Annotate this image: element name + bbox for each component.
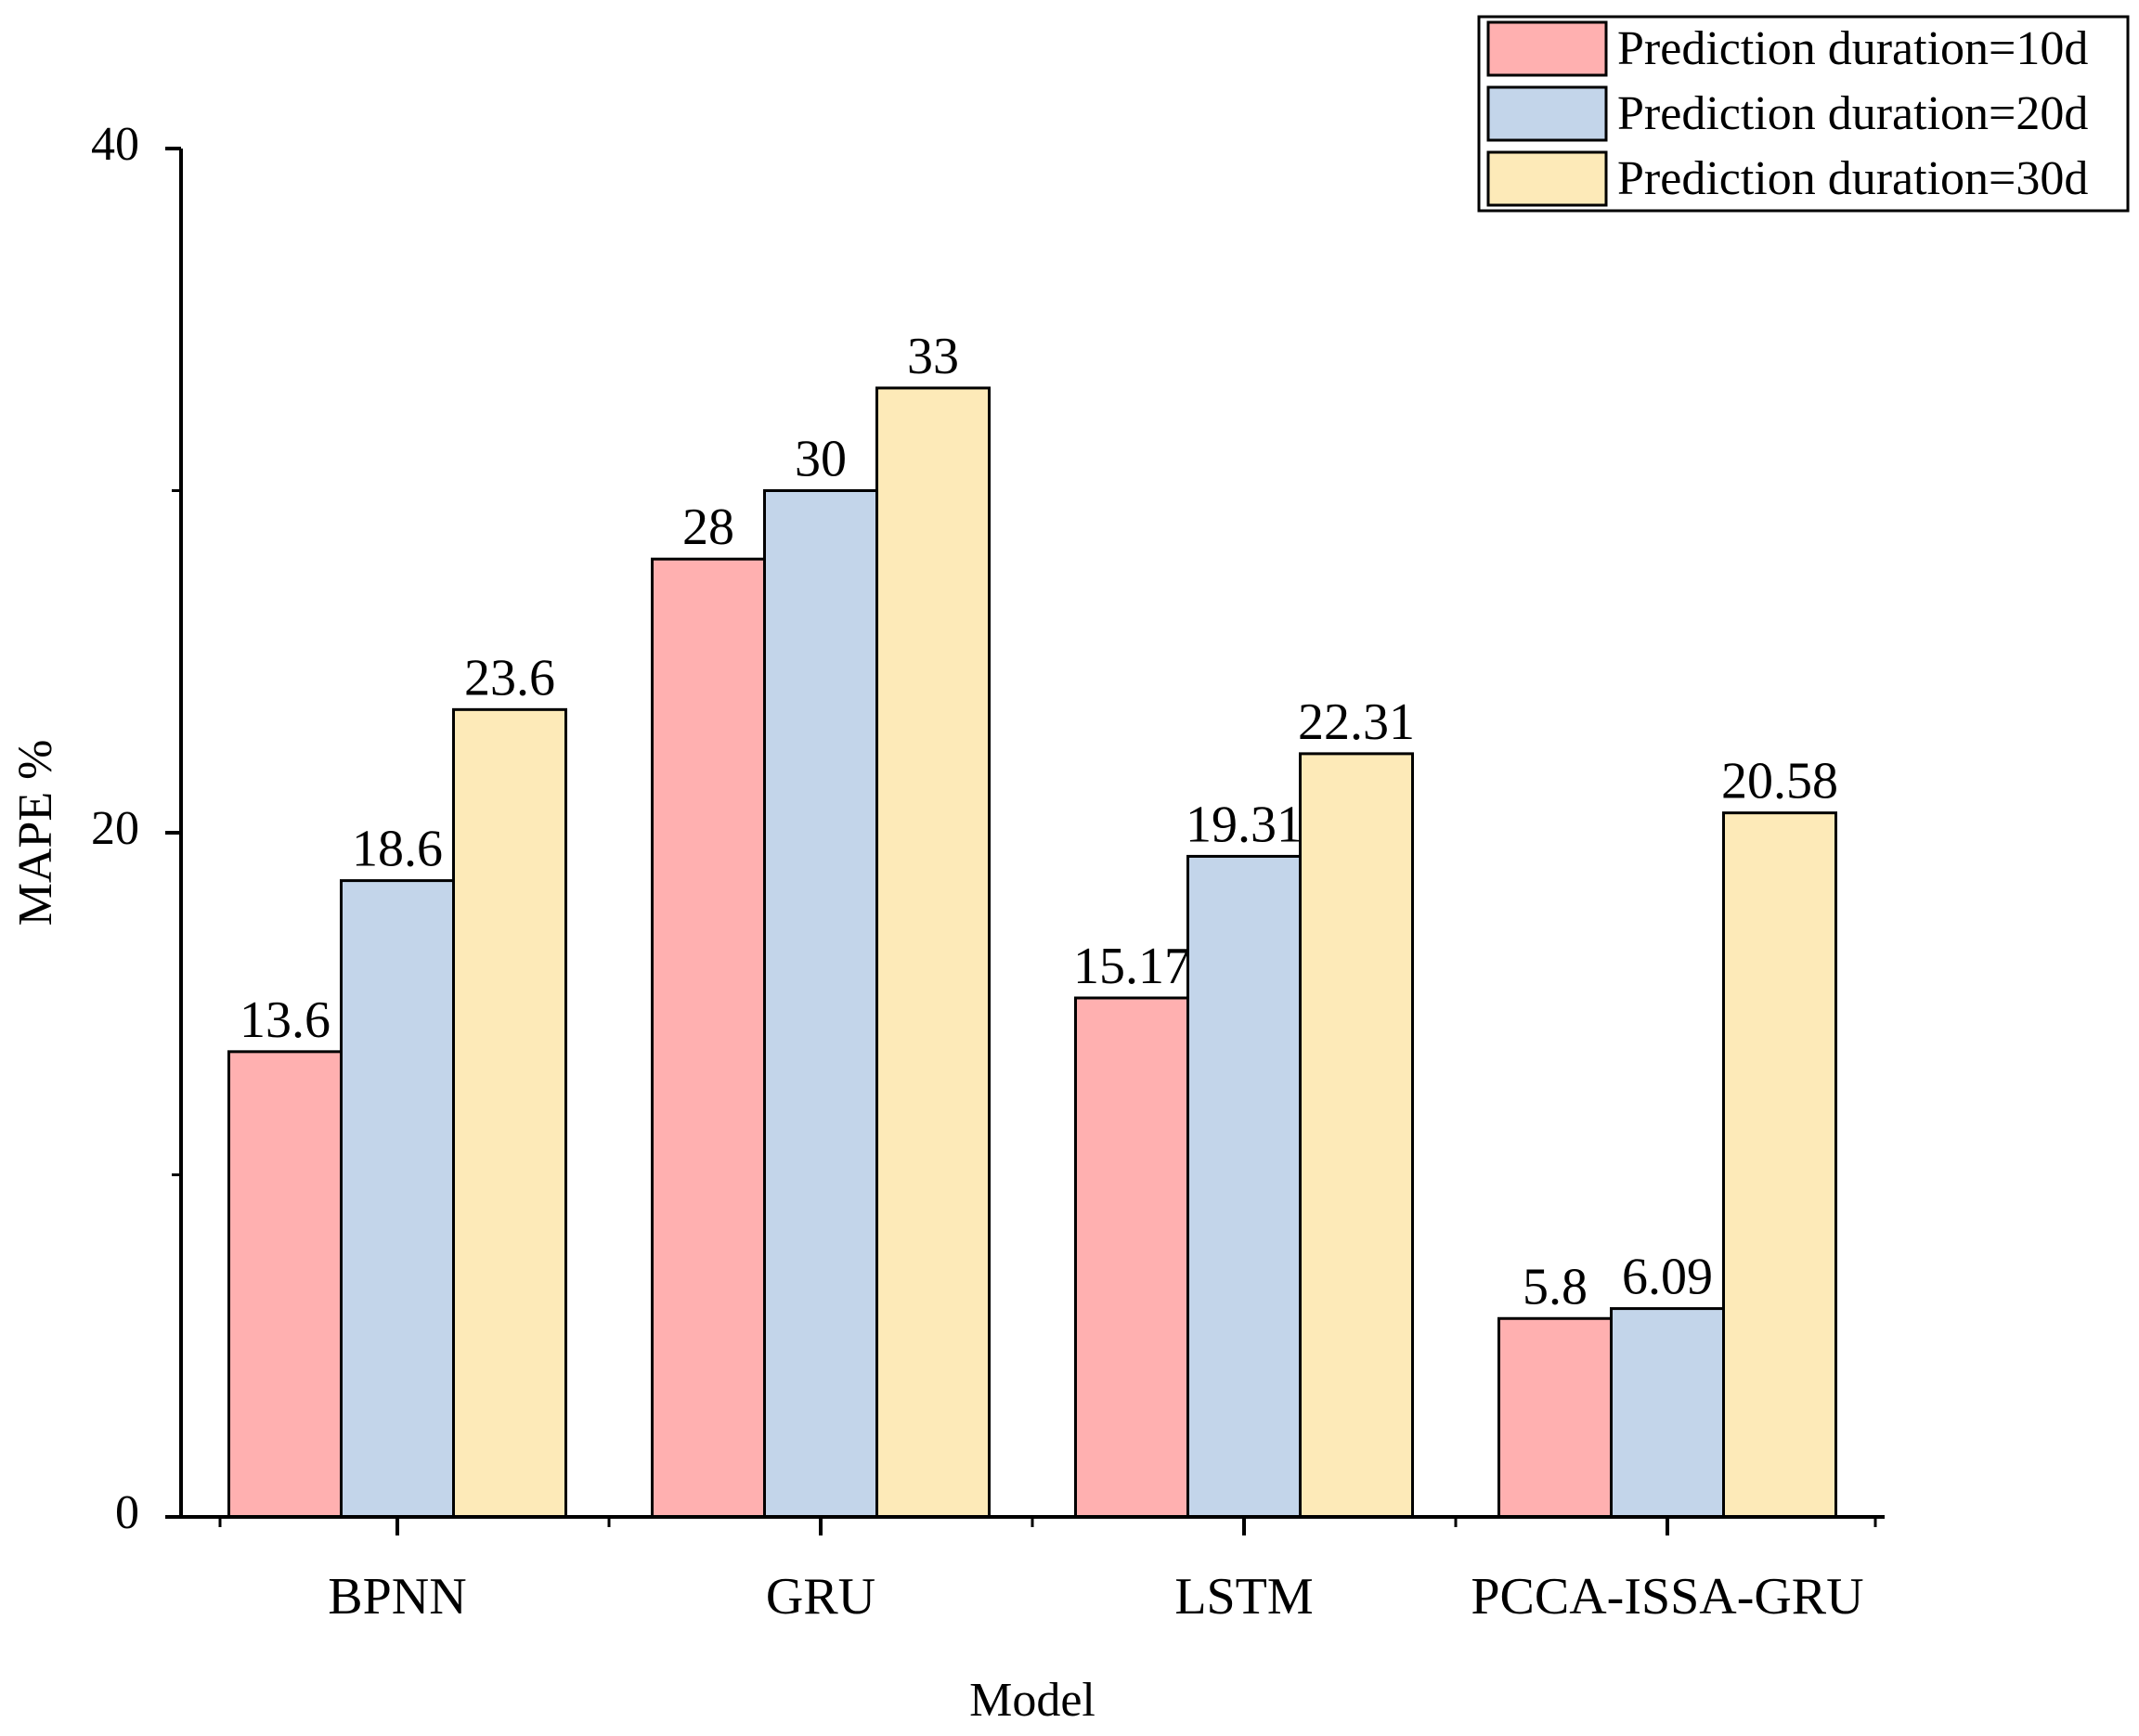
bar-bpnn-1 xyxy=(227,1050,343,1519)
legend-swatch-1 xyxy=(1486,20,1608,77)
bar-bpnn-2 xyxy=(340,879,455,1519)
legend-swatch-3 xyxy=(1486,150,1608,207)
data-label-bpnn-1: 13.6 xyxy=(240,991,331,1049)
bar-gru-3 xyxy=(875,386,991,1519)
bar-pcca-issa-gru-2 xyxy=(1610,1307,1725,1519)
data-label-pcca-issa-gru-1: 5.8 xyxy=(1523,1258,1588,1315)
x-tick-label-gru: GRU xyxy=(766,1568,875,1626)
bar-lstm-3 xyxy=(1299,752,1414,1519)
x-axis-title: Model xyxy=(969,1674,1095,1727)
y-axis-title: MAPE % xyxy=(9,740,62,926)
bar-gru-2 xyxy=(763,489,878,1519)
data-label-gru-1: 28 xyxy=(682,499,734,556)
x-tick-label-bpnn: BPNN xyxy=(328,1568,466,1626)
x-ticks-layer: BPNN GRU LSTM PCCA-ISSA-GRU xyxy=(218,1517,1877,1626)
bar-lstm-1 xyxy=(1074,996,1189,1519)
x-tick-label-lstm: LSTM xyxy=(1174,1568,1313,1626)
data-label-lstm-2: 19.31 xyxy=(1186,796,1303,853)
data-label-gru-2: 30 xyxy=(795,431,847,488)
bar-bpnn-3 xyxy=(452,707,567,1519)
legend: Prediction duration=10d Prediction durati… xyxy=(1477,15,2130,213)
data-label-pcca-issa-gru-2: 6.09 xyxy=(1622,1249,1713,1306)
y-ticks-layer: 0 20 40 xyxy=(91,118,181,1539)
legend-label-3: Prediction duration=30d xyxy=(1617,152,2088,205)
data-label-pcca-issa-gru-3: 20.58 xyxy=(1721,753,1838,810)
data-label-lstm-3: 22.31 xyxy=(1298,693,1415,751)
legend-label-1: Prediction duration=10d xyxy=(1617,22,2088,75)
bar-pcca-issa-gru-3 xyxy=(1722,811,1837,1519)
y-tick-label-20: 20 xyxy=(91,802,139,855)
data-label-bpnn-2: 18.6 xyxy=(352,821,443,878)
data-label-bpnn-3: 23.6 xyxy=(464,649,555,706)
bar-lstm-2 xyxy=(1186,854,1302,1519)
legend-label-2: Prediction duration=20d xyxy=(1617,87,2088,140)
bar-gru-1 xyxy=(651,557,766,1519)
bar-pcca-issa-gru-1 xyxy=(1497,1316,1613,1519)
bars-layer xyxy=(227,386,1837,1519)
legend-swatch-2 xyxy=(1486,85,1608,142)
data-label-gru-3: 33 xyxy=(907,328,959,385)
y-tick-label-40: 40 xyxy=(91,118,139,171)
x-tick-label-pcca-issa-gru: PCCA-ISSA-GRU xyxy=(1471,1568,1863,1626)
y-tick-label-0: 0 xyxy=(115,1486,139,1539)
data-label-lstm-1: 15.17 xyxy=(1073,938,1190,995)
data-labels-layer: 13.6 28 15.17 5.8 18.6 30 19.31 6.09 23.6 33 22.31… xyxy=(240,328,1838,1315)
